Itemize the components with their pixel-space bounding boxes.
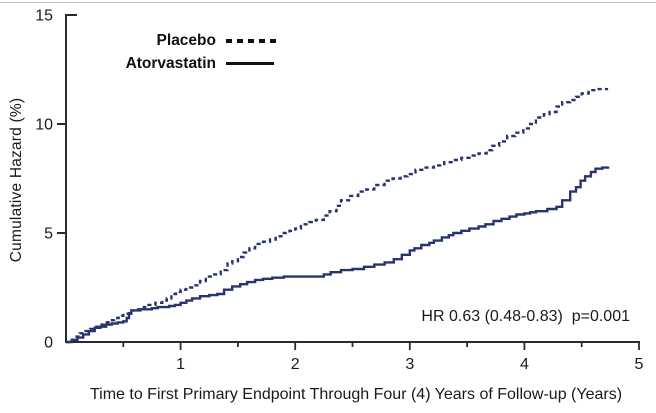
- legend-row-placebo: Placebo: [112, 29, 277, 52]
- y-tick-label: 15: [35, 8, 53, 25]
- legend-label-atorvastatin: Atorvastatin: [125, 54, 216, 72]
- x-tick-label: 5: [635, 356, 644, 373]
- legend-row-atorvastatin: Atorvastatin: [112, 52, 277, 75]
- atorvastatin-curve: [66, 166, 610, 344]
- solid-line-sample-icon: [226, 62, 274, 65]
- x-tick-label: 2: [291, 356, 300, 373]
- dashed-line-sample-icon: [226, 38, 277, 43]
- hazard-ratio-annotation: HR 0.63 (0.48-0.83) p=0.001: [421, 308, 630, 325]
- x-axis-title: Time to First Primary Endpoint Through F…: [89, 386, 623, 403]
- legend: Placebo Atorvastatin: [112, 29, 277, 75]
- x-tick-label: 3: [405, 356, 414, 373]
- top-divider: [0, 2, 656, 3]
- y-tick-label: 10: [35, 117, 53, 134]
- legend-label-placebo: Placebo: [156, 31, 216, 49]
- y-axis-title: Cumulative Hazard (%): [8, 97, 25, 263]
- placebo-curve: [66, 87, 609, 344]
- x-tick-label: 1: [176, 356, 185, 373]
- y-tick-label: 5: [44, 226, 53, 243]
- y-tick-label: 0: [44, 335, 53, 352]
- x-tick-label: 4: [520, 356, 529, 373]
